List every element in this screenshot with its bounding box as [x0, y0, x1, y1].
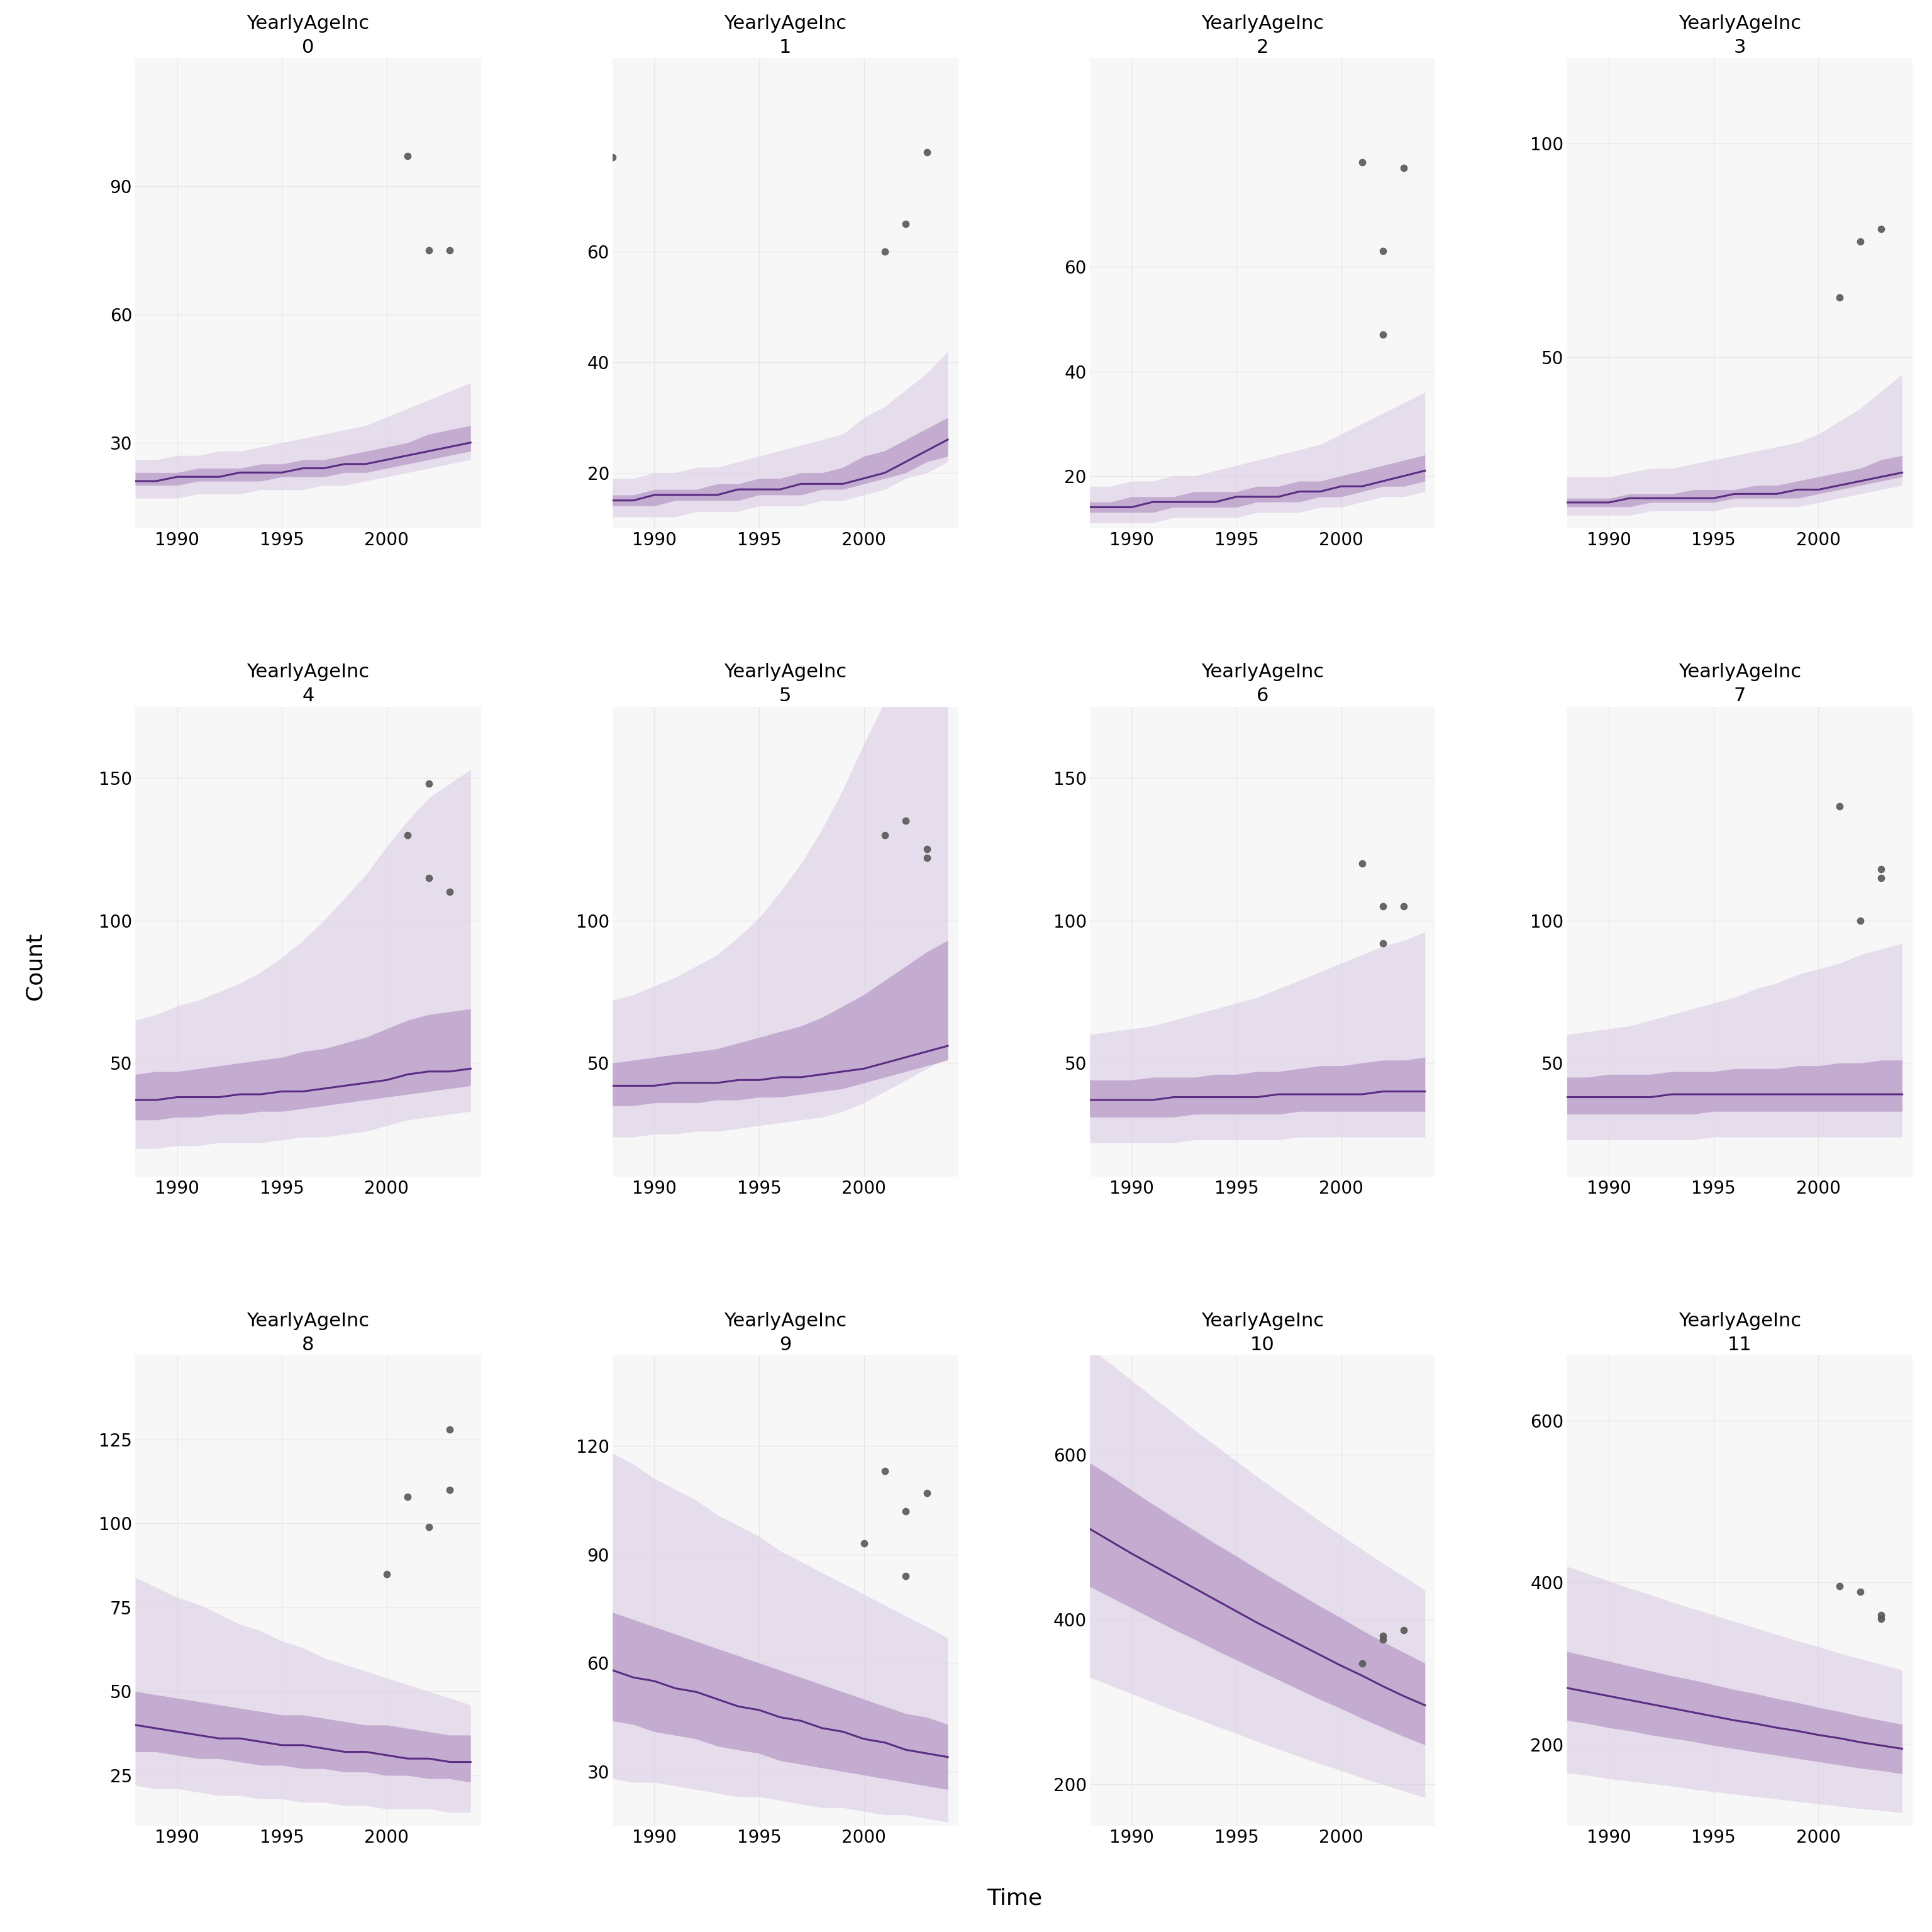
Title: YearlyAgeInc
10: YearlyAgeInc 10 — [1202, 1312, 1323, 1354]
Title: YearlyAgeInc
1: YearlyAgeInc 1 — [724, 14, 846, 56]
Title: YearlyAgeInc
3: YearlyAgeInc 3 — [1679, 14, 1801, 56]
Title: YearlyAgeInc
6: YearlyAgeInc 6 — [1202, 663, 1323, 705]
Title: YearlyAgeInc
0: YearlyAgeInc 0 — [247, 14, 369, 56]
Point — [1866, 862, 1897, 893]
Point — [1866, 1600, 1897, 1631]
Point — [1845, 904, 1876, 935]
Point — [912, 1478, 943, 1509]
Point — [1389, 1615, 1420, 1646]
Point — [1347, 147, 1378, 178]
Point — [1845, 1577, 1876, 1607]
Point — [1347, 848, 1378, 879]
Point — [912, 842, 943, 873]
Point — [1824, 790, 1855, 821]
Point — [848, 1528, 879, 1559]
Point — [435, 1414, 466, 1445]
Point — [1824, 1571, 1855, 1602]
Text: Count: Count — [23, 933, 46, 999]
Title: YearlyAgeInc
7: YearlyAgeInc 7 — [1679, 663, 1801, 705]
Point — [413, 236, 444, 267]
Point — [392, 141, 423, 172]
Point — [1866, 213, 1897, 243]
Point — [912, 835, 943, 866]
Point — [891, 806, 922, 837]
Text: Time: Time — [987, 1888, 1041, 1909]
Point — [392, 1482, 423, 1513]
Point — [891, 1495, 922, 1526]
Point — [1368, 319, 1399, 350]
Point — [1368, 1621, 1399, 1652]
Point — [1389, 891, 1420, 922]
Point — [597, 143, 628, 174]
Point — [1368, 891, 1399, 922]
Title: YearlyAgeInc
4: YearlyAgeInc 4 — [247, 663, 369, 705]
Point — [869, 1457, 900, 1488]
Title: YearlyAgeInc
2: YearlyAgeInc 2 — [1202, 14, 1323, 56]
Point — [1866, 1604, 1897, 1634]
Point — [1866, 854, 1897, 885]
Point — [413, 862, 444, 893]
Title: YearlyAgeInc
9: YearlyAgeInc 9 — [724, 1312, 846, 1354]
Point — [413, 1511, 444, 1542]
Title: YearlyAgeInc
11: YearlyAgeInc 11 — [1679, 1312, 1801, 1354]
Point — [435, 236, 466, 267]
Point — [392, 819, 423, 850]
Point — [891, 1561, 922, 1592]
Point — [1368, 927, 1399, 958]
Point — [869, 819, 900, 850]
Point — [435, 877, 466, 908]
Point — [1368, 236, 1399, 267]
Point — [912, 137, 943, 168]
Point — [435, 1474, 466, 1505]
Point — [371, 1559, 402, 1590]
Title: YearlyAgeInc
8: YearlyAgeInc 8 — [247, 1312, 369, 1354]
Point — [1824, 282, 1855, 313]
Point — [1845, 226, 1876, 257]
Point — [1389, 153, 1420, 184]
Point — [413, 769, 444, 800]
Point — [891, 209, 922, 240]
Point — [1347, 1648, 1378, 1679]
Point — [1368, 1625, 1399, 1656]
Point — [869, 236, 900, 267]
Title: YearlyAgeInc
5: YearlyAgeInc 5 — [724, 663, 846, 705]
